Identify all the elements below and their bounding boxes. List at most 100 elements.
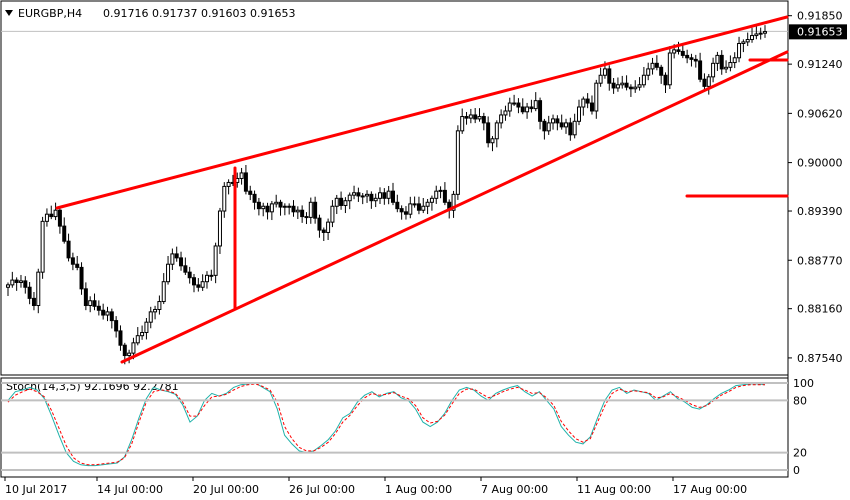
- candle-body: [304, 216, 309, 219]
- candle-body: [399, 208, 404, 213]
- candle-body: [174, 253, 179, 259]
- candle-body: [57, 209, 62, 227]
- candle-body: [226, 181, 231, 187]
- candle-body: [763, 31, 767, 34]
- candle-body: [715, 54, 720, 64]
- candle-body: [378, 192, 383, 199]
- time-tick-label: 26 Jul 00:00: [289, 483, 355, 496]
- candle-body: [633, 86, 638, 90]
- stoch-label: Stoch(14,3,5) 92.1696 92.2781: [6, 380, 179, 393]
- candle-body: [79, 266, 84, 290]
- candle-body: [140, 332, 145, 337]
- candle-body: [659, 66, 664, 76]
- price-tick-label: 0.88160: [797, 303, 843, 316]
- price-tick-label: 0.87540: [797, 352, 843, 365]
- candle-body: [706, 76, 711, 87]
- candle-body: [135, 335, 140, 344]
- candles: [1, 25, 788, 365]
- stoch-level-label: 0: [793, 464, 800, 477]
- candle-body: [421, 205, 426, 211]
- candle-body: [481, 116, 486, 124]
- candle-body: [654, 62, 659, 68]
- candle-body: [70, 257, 75, 265]
- candle-body: [486, 122, 491, 144]
- candle-body: [287, 205, 292, 208]
- candle-body: [429, 197, 434, 203]
- chart-menu-triangle-icon[interactable]: [5, 10, 13, 16]
- candle-body: [343, 200, 348, 206]
- candle-body: [347, 194, 352, 202]
- candle-body: [83, 288, 88, 307]
- candle-body: [416, 203, 421, 211]
- price-tick-label: 0.88770: [797, 254, 843, 267]
- price-axis-ticks: 0.91850 0.91240 0.90620 0.90000 0.89390 0.887…: [788, 10, 843, 365]
- candle-body: [468, 114, 473, 119]
- candle-body: [248, 190, 253, 195]
- candle-body: [637, 84, 642, 88]
- candle-body: [598, 74, 603, 84]
- candle-body: [75, 263, 80, 268]
- candle-body: [572, 120, 577, 136]
- time-axis-ticks: 10 Jul 2017 14 Jul 00:00 20 Jul 00:00 26 Ju…: [4, 477, 747, 496]
- candle-body: [585, 98, 590, 104]
- candle-body: [192, 277, 197, 286]
- candle-body: [737, 42, 742, 59]
- candle-body: [555, 118, 560, 124]
- candle-body: [352, 192, 357, 196]
- candle-body: [105, 311, 110, 316]
- candle-body: [62, 225, 67, 242]
- candle-body: [239, 172, 244, 179]
- upper-trendline: [55, 15, 789, 210]
- candle-body: [300, 209, 305, 218]
- candle-body: [581, 98, 586, 108]
- candle-body: [546, 122, 551, 132]
- candle-body: [607, 68, 612, 84]
- candle-body: [754, 33, 759, 37]
- candle-body: [455, 130, 460, 195]
- candle-body: [490, 138, 495, 144]
- candle-body: [179, 257, 184, 267]
- candle-body: [27, 286, 32, 299]
- candle-body: [261, 205, 266, 210]
- instrument-label: EURGBP,H4: [18, 7, 82, 20]
- candle-body: [291, 205, 296, 213]
- candle-body: [503, 110, 508, 116]
- stoch-main-line: [7, 382, 766, 467]
- candle-body: [732, 57, 737, 64]
- candle-body: [646, 68, 651, 76]
- candle-body: [628, 86, 633, 90]
- candle-body: [317, 217, 322, 231]
- candle-body: [473, 114, 478, 120]
- candle-body: [408, 203, 413, 215]
- current-price-box: [789, 24, 847, 40]
- candle-body: [758, 32, 763, 35]
- candle-body: [693, 58, 698, 62]
- candle-body: [728, 62, 733, 68]
- candle-body: [499, 114, 504, 124]
- candle-body: [564, 122, 569, 128]
- time-tick-label: 14 Jul 00:00: [97, 483, 163, 496]
- stochastic-levels: 100 80 20 0: [1, 377, 814, 477]
- price-tick-label: 0.90620: [797, 107, 843, 120]
- current-price-label: 0.91653: [797, 25, 843, 38]
- candle-body: [373, 197, 378, 202]
- candle-body: [321, 229, 326, 233]
- candle-body: [434, 190, 439, 199]
- candle-body: [724, 66, 729, 70]
- candle-body: [96, 305, 101, 311]
- candle-body: [369, 193, 374, 202]
- candle-body: [464, 116, 469, 119]
- candle-body: [525, 106, 530, 113]
- time-tick-label: 10 Jul 2017: [5, 483, 67, 496]
- candle-body: [624, 82, 629, 88]
- stoch-level-label: 20: [793, 447, 807, 460]
- candle-body: [698, 60, 703, 80]
- trendlines: [55, 15, 789, 364]
- candle-body: [339, 197, 344, 206]
- candle-body: [109, 311, 114, 322]
- candle-body: [360, 195, 365, 198]
- candle-body: [395, 201, 400, 210]
- candle-body: [265, 205, 270, 213]
- candle-body: [204, 274, 209, 283]
- candle-body: [719, 54, 724, 70]
